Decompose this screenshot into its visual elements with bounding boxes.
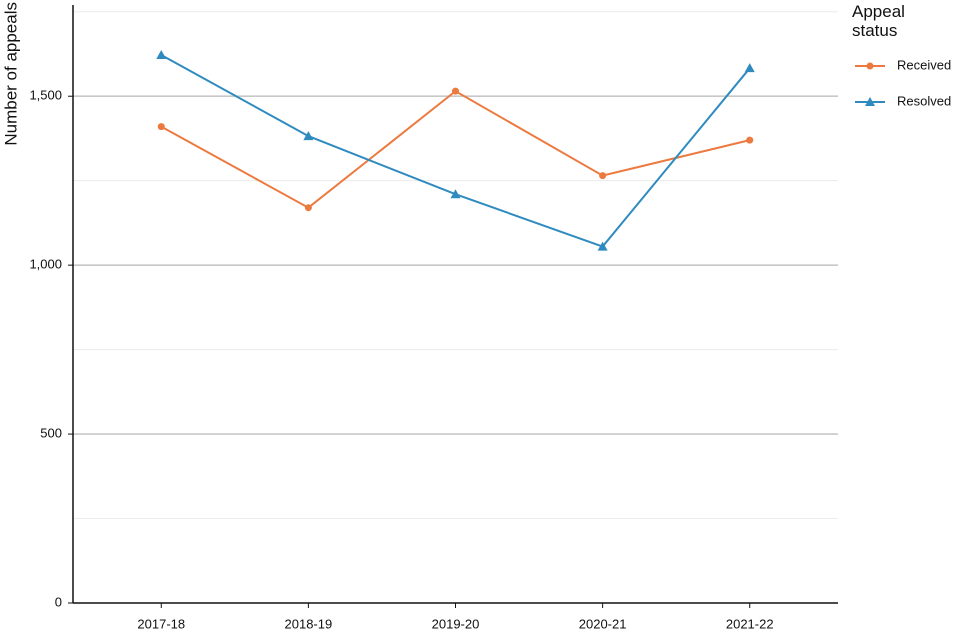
x-tick-label: 2019-20 (432, 616, 480, 631)
y-axis-label: Number of appeals (1, 2, 20, 146)
legend-title: Appeal status (852, 2, 905, 40)
data-point (304, 204, 312, 212)
x-tick-label: 2018-19 (285, 616, 333, 631)
data-point (746, 136, 754, 144)
data-point (303, 131, 314, 141)
x-tick-label: 2017-18 (137, 616, 185, 631)
x-tick-label: 2020-21 (579, 616, 627, 631)
legend-marker (865, 97, 875, 106)
data-point (744, 63, 755, 73)
data-point (157, 123, 165, 131)
legend-label: Received (897, 57, 951, 72)
legend-label: Resolved (897, 93, 951, 108)
data-point (597, 241, 608, 251)
y-tick-label: 1,500 (29, 88, 62, 103)
y-tick-label: 500 (40, 426, 62, 441)
series-line (160, 54, 751, 248)
data-point (450, 189, 461, 199)
data-point (452, 87, 459, 95)
y-tick-label: 0 (55, 594, 62, 609)
legend-marker (866, 62, 874, 70)
data-point (599, 172, 607, 180)
data-point (156, 50, 167, 60)
y-tick-label: 1,000 (29, 257, 62, 272)
x-tick-label: 2021-22 (726, 616, 774, 631)
